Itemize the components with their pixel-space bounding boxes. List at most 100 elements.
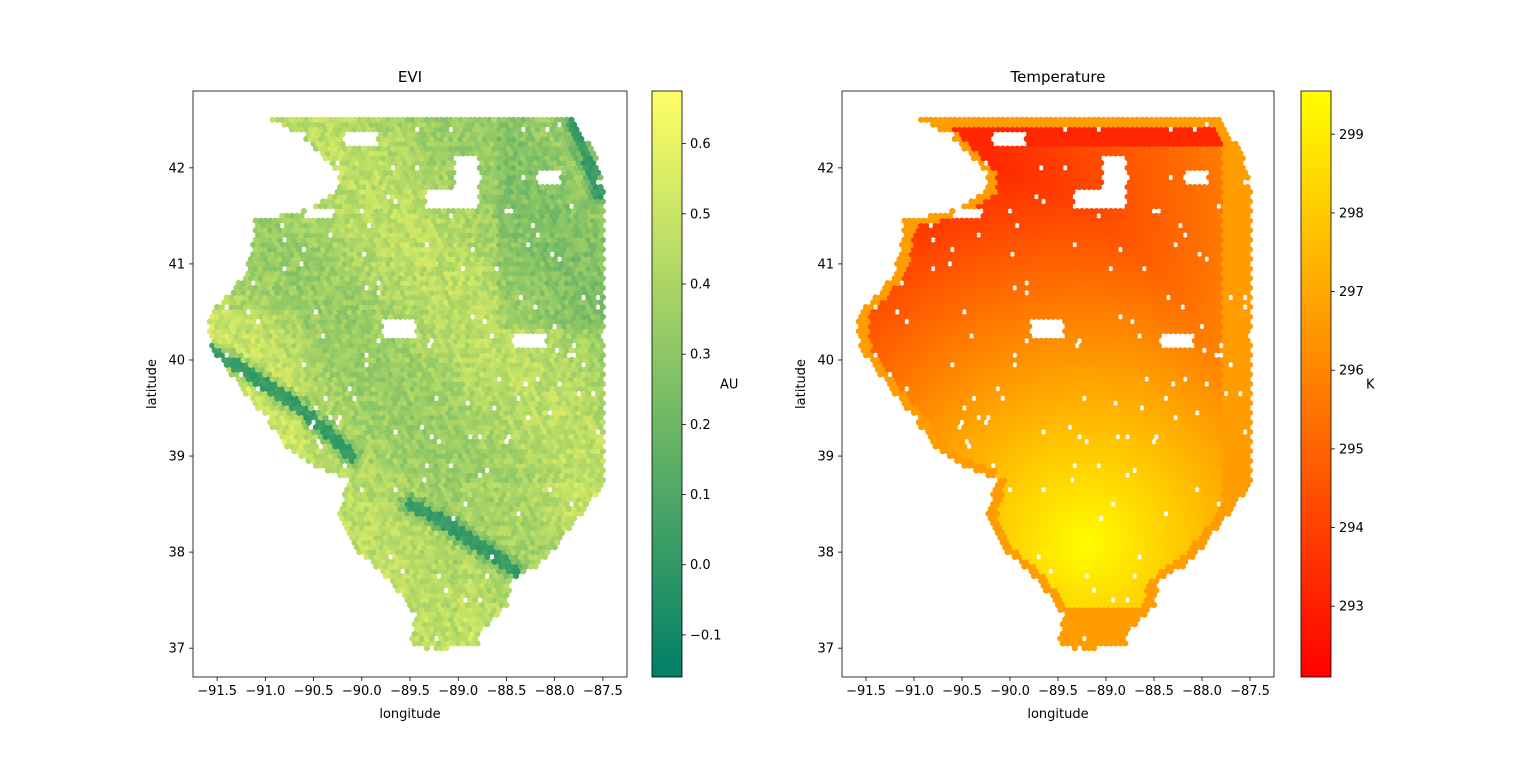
- data-point: [435, 486, 442, 493]
- data-point: [361, 481, 368, 488]
- data-point: [532, 496, 539, 503]
- data-point: [455, 486, 462, 493]
- data-point: [549, 510, 556, 517]
- data-point: [554, 539, 561, 546]
- data-point: [503, 573, 510, 580]
- data-point: [537, 525, 544, 532]
- data-point: [561, 525, 568, 532]
- data-point: [474, 525, 481, 532]
- data-point: [351, 539, 358, 546]
- data-point: [484, 592, 491, 599]
- data-point: [462, 529, 469, 537]
- data-point: [414, 616, 421, 623]
- data-point: [406, 505, 414, 512]
- data-point: [447, 520, 455, 527]
- data-point: [416, 534, 423, 541]
- data-point: [382, 553, 389, 561]
- data-point: [484, 582, 491, 589]
- data-point: [397, 525, 404, 532]
- data-point: [382, 573, 389, 580]
- data-point: [527, 563, 534, 570]
- data-point: [452, 635, 459, 642]
- data-point: [428, 520, 435, 527]
- data-point: [435, 496, 442, 503]
- data-point: [409, 577, 416, 585]
- data-point: [397, 515, 404, 522]
- data-point: [416, 515, 423, 522]
- data-point: [368, 496, 375, 503]
- data-point: [561, 515, 568, 522]
- data-point: [397, 582, 404, 589]
- data-point: [513, 486, 520, 493]
- data-point: [467, 597, 474, 604]
- data-point: [493, 601, 500, 609]
- data-point: [419, 539, 426, 546]
- data-point: [440, 563, 447, 570]
- data-point: [416, 582, 423, 589]
- data-point: [431, 544, 438, 551]
- data-point: [438, 568, 445, 575]
- data-point: [570, 486, 578, 493]
- data-point: [402, 496, 409, 503]
- data-point: [493, 563, 500, 570]
- data-point: [428, 529, 435, 537]
- data-point: [433, 520, 440, 527]
- data-point: [382, 534, 389, 541]
- data-point: [426, 621, 433, 628]
- data-point: [365, 491, 373, 498]
- data-point: [496, 577, 503, 585]
- data-point: [428, 597, 435, 604]
- data-point: [500, 529, 508, 537]
- data-point: [341, 501, 348, 508]
- data-point: [358, 515, 365, 522]
- data-point: [356, 539, 363, 546]
- data-point: [484, 553, 491, 561]
- data-point: [380, 501, 387, 508]
- data-point: [503, 563, 510, 570]
- data-point: [459, 601, 467, 609]
- data-point: [414, 491, 421, 498]
- data-point: [455, 496, 462, 503]
- data-point: [346, 491, 353, 498]
- data-point: [447, 501, 455, 508]
- data-point: [498, 573, 505, 580]
- data-point: [510, 520, 517, 527]
- data-point: [515, 501, 522, 508]
- data-point: [440, 621, 447, 628]
- data-point: [440, 496, 447, 503]
- data-point: [481, 510, 488, 517]
- data-point: [508, 553, 515, 561]
- data-point: [476, 625, 483, 633]
- data-point: [373, 505, 380, 512]
- data-point: [416, 573, 423, 580]
- data-point: [544, 491, 551, 498]
- data-point: [493, 573, 500, 580]
- data-point: [476, 520, 483, 527]
- data-point: [520, 529, 527, 537]
- data-point: [484, 611, 491, 618]
- data-point: [431, 573, 438, 580]
- data-point: [438, 539, 445, 546]
- data-point: [534, 558, 541, 565]
- data-point: [486, 568, 493, 575]
- data-point: [544, 549, 551, 556]
- data-point: [358, 496, 365, 503]
- data-point: [426, 534, 433, 541]
- data-point: [346, 529, 353, 537]
- data-point: [375, 549, 382, 556]
- data-point: [385, 510, 392, 517]
- data-point: [452, 520, 459, 527]
- data-point: [402, 505, 409, 512]
- data-point: [462, 616, 469, 623]
- data-point: [409, 606, 416, 613]
- data-point: [510, 501, 517, 508]
- data-point: [566, 505, 573, 512]
- data-point: [419, 597, 426, 604]
- data-point: [341, 510, 348, 517]
- data-point: [568, 510, 575, 517]
- data-point: [419, 635, 426, 642]
- data-point: [438, 577, 445, 585]
- data-point: [443, 520, 450, 527]
- data-point: [474, 640, 481, 647]
- data-point: [423, 529, 430, 537]
